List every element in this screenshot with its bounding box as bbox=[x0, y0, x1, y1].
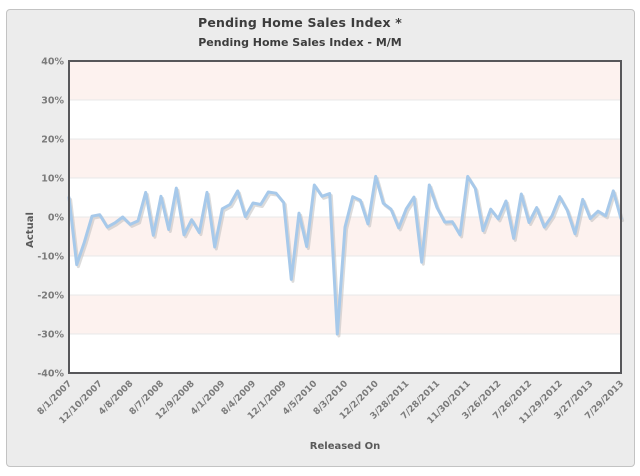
series-line bbox=[67, 174, 623, 336]
chart-title: Pending Home Sales Index * bbox=[198, 15, 402, 30]
y-tick-label: 10% bbox=[41, 174, 64, 185]
y-tick-label: -30% bbox=[37, 330, 64, 341]
chart-subtitle: Pending Home Sales Index - M/M bbox=[198, 36, 402, 49]
y-tick-label: -10% bbox=[37, 252, 64, 263]
y-tick-label: -20% bbox=[37, 291, 64, 302]
plot-band bbox=[69, 295, 621, 334]
y-tick-label: 40% bbox=[41, 57, 64, 68]
y-tick-label: 0% bbox=[48, 213, 65, 224]
x-axis-title: Released On bbox=[310, 441, 380, 452]
y-tick-label: 20% bbox=[41, 135, 64, 146]
plot-band bbox=[69, 61, 621, 100]
y-tick-label: -40% bbox=[37, 369, 64, 380]
y-tick-label: 30% bbox=[41, 96, 64, 107]
plot-border bbox=[68, 60, 622, 374]
plot-generated-content: 40%30%20%10%0%-10%-20%-30%-40%8/1/200712… bbox=[36, 57, 626, 427]
y-axis-title: Actual bbox=[25, 212, 36, 248]
plot-band bbox=[69, 139, 621, 178]
